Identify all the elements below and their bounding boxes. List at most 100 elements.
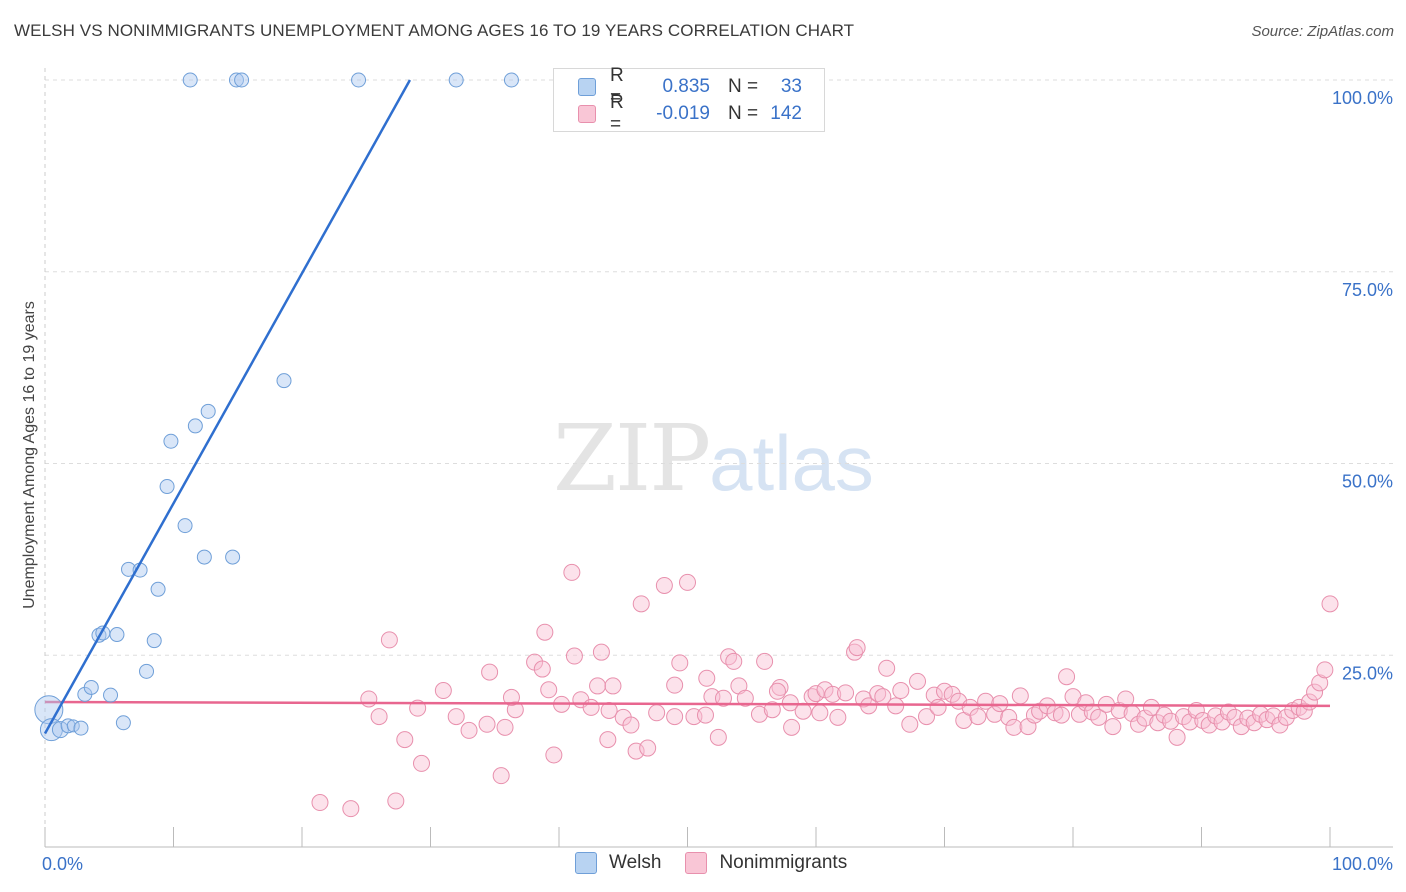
nonimmigrants-point (604, 677, 622, 695)
nonimmigrants-point (1142, 698, 1160, 716)
legend-row-nonimmigrants: R = -0.019 N = 142 (578, 92, 802, 135)
welsh-point (196, 549, 212, 565)
nonimmigrants-point (1306, 683, 1324, 701)
nonimmigrants-point (1130, 715, 1148, 733)
nonimmigrants-point (396, 731, 414, 749)
nonimmigrants-point (943, 685, 961, 703)
series-label-welsh: Welsh (609, 852, 662, 873)
nonimmigrants-point (1052, 706, 1070, 724)
nonimmigrants-point (969, 708, 987, 726)
nonimmigrants-point (807, 685, 825, 703)
nonimmigrants-point (679, 573, 696, 591)
nonimmigrants-point (909, 672, 927, 690)
nonimmigrants-point (311, 794, 329, 812)
nonimmigrants-point (1311, 674, 1329, 692)
nonimmigrants-point (655, 576, 673, 594)
nonimmigrants-point (387, 792, 405, 810)
welsh-point (83, 679, 99, 695)
welsh-point (109, 627, 125, 643)
series-legend-nonimmigrants[interactable]: Nonimmigrants (685, 852, 847, 874)
nonimmigrants-point (1245, 714, 1263, 732)
nonimmigrants-point (929, 698, 947, 716)
legend-r-value-welsh: 0.835 (662, 76, 710, 97)
nonimmigrants-point (860, 697, 878, 715)
nonimmigrants-point (1136, 709, 1154, 727)
nonimmigrants-point (887, 697, 905, 715)
legend-swatch-nonimmigrants (578, 105, 596, 123)
nonimmigrants-point (1011, 687, 1029, 705)
nonimmigrants-point (878, 659, 896, 677)
nonimmigrants-point (599, 731, 617, 749)
nonimmigrants-point (794, 702, 812, 720)
source-label: Source: ZipAtlas.com (1251, 23, 1394, 40)
legend-n-value-nonimmigrants: 142 (770, 103, 802, 124)
nonimmigrants-point (750, 705, 768, 723)
legend-row-welsh: R = 0.835 N = 33 (578, 65, 802, 108)
nonimmigrants-point (1277, 708, 1295, 726)
nonimmigrants-point (1058, 668, 1076, 686)
nonimmigrants-point (666, 708, 684, 726)
welsh-point (146, 633, 162, 649)
nonimmigrants-point (869, 685, 887, 703)
welsh-point (187, 418, 203, 434)
nonimmigrants-point (540, 681, 558, 699)
welsh-point (60, 718, 76, 734)
watermark-zip: ZIP (553, 405, 711, 512)
welsh-point (115, 715, 131, 731)
nonimmigrants-point (360, 690, 378, 708)
nonimmigrants-point (496, 718, 514, 736)
nonimmigrants-point (502, 688, 520, 706)
nonimmigrants-point (714, 689, 732, 707)
welsh-point (225, 549, 241, 565)
nonimmigrants-point (413, 754, 431, 772)
nonimmigrants-point (696, 706, 714, 724)
nonimmigrants-point (533, 660, 551, 678)
nonimmigrants-point (1077, 694, 1095, 712)
series-swatch-nonimmigrants (685, 852, 708, 874)
welsh-point (159, 479, 175, 495)
nonimmigrants-point (671, 654, 689, 672)
welsh-point (163, 433, 179, 449)
nonimmigrants-point (434, 682, 452, 700)
nonimmigrants-point (991, 695, 1009, 713)
welsh-point (73, 720, 89, 736)
legend-r-label: R = (610, 65, 624, 108)
correlation-legend: R = 0.835 N = 33 R = -0.019 N = 142 (553, 65, 825, 135)
welsh-point (139, 663, 155, 679)
nonimmigrants-point (563, 563, 581, 581)
legend-r-label: R = (610, 92, 624, 135)
nonimmigrants-trend-line (44, 700, 1331, 708)
welsh-point (34, 695, 64, 725)
nonimmigrants-point (492, 767, 510, 785)
nonimmigrants-point (763, 701, 781, 719)
nonimmigrants-point (622, 716, 640, 734)
nonimmigrants-point (846, 643, 864, 661)
legend-n-label: N = (728, 103, 759, 124)
nonimmigrants-point (536, 623, 554, 641)
series-legend-welsh[interactable]: Welsh (575, 852, 661, 874)
nonimmigrants-point (1005, 718, 1023, 736)
nonimmigrants-point (342, 800, 360, 818)
nonimmigrants-point (592, 643, 610, 661)
nonimmigrants-point (1264, 707, 1282, 725)
nonimmigrants-point (1295, 702, 1313, 720)
nonimmigrants-point (837, 684, 855, 702)
y-tick-label: 25.0% (1342, 663, 1393, 683)
welsh-point (503, 72, 519, 88)
y-tick-label: 50.0% (1342, 472, 1393, 492)
nonimmigrants-point (1226, 708, 1244, 726)
nonimmigrants-point (370, 708, 388, 726)
nonimmigrants-point (986, 705, 1004, 723)
welsh-point (182, 72, 198, 88)
nonimmigrants-point (783, 718, 801, 736)
nonimmigrants-point (1155, 706, 1173, 724)
nonimmigrants-point (1200, 716, 1218, 734)
nonimmigrants-point (1162, 712, 1180, 730)
nonimmigrants-point (478, 715, 496, 733)
nonimmigrants-point (768, 682, 786, 700)
nonimmigrants-point (918, 708, 936, 726)
welsh-point (228, 72, 244, 88)
series-label-nonimmigrants: Nonimmigrants (719, 852, 848, 873)
nonimmigrants-point (632, 595, 650, 613)
nonimmigrants-point (1232, 718, 1250, 736)
